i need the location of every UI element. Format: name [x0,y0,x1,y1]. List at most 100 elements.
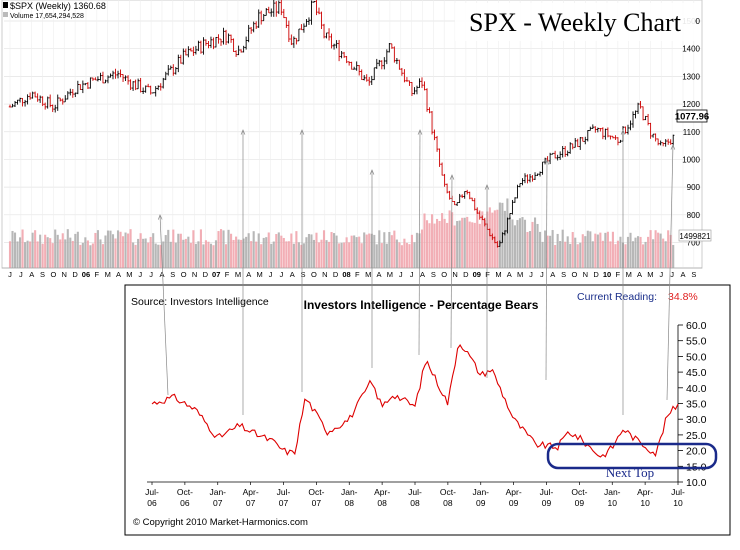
price-x-tick-label: J [149,270,153,279]
volume-bar [388,231,391,268]
bears-x-tick-label: 07 [213,498,223,508]
volume-bar [280,235,283,268]
volume-bar [626,236,630,268]
volume-bar [184,238,187,268]
price-x-tick-label: M [126,270,132,279]
volume-bar [649,230,652,268]
volume-bar [581,234,584,268]
volume-bar [330,232,333,268]
volume-bar [91,243,94,268]
volume-bar [601,240,604,268]
volume-bar [503,210,506,268]
volume-bar [569,243,572,268]
volume-bar [546,235,549,268]
volume-bar [385,243,388,268]
volume-bar [79,244,82,268]
volume-bar [149,236,152,268]
volume-bar [252,231,255,268]
volume-bar [420,229,424,268]
price-x-tick-label: M [517,270,523,279]
volume-bar [177,233,180,268]
volume-bar [403,238,406,268]
volume-bar [41,243,44,268]
price-x-tick-label: A [377,270,382,279]
volume-bar [209,243,213,268]
volume-bar [282,237,285,268]
price-x-tick-label: J [659,270,663,279]
bears-x-tick-label: Oct- [308,487,324,497]
volume-bar [373,234,376,268]
volume-bar [237,239,240,268]
volume-bar [476,209,479,268]
connector-arrowhead [670,144,676,150]
price-x-tick-label: N [322,270,327,279]
bears-x-tick-label: Apr- [374,487,390,497]
price-x-axis: J J A S O N D 06 F M A M J J A S O N D 07 F M A M J J A S O N D 08 F M A M J… [2,267,702,279]
bears-x-tick-label: 09 [476,498,486,508]
price-x-tick-label: A [246,270,251,279]
volume-bar [483,220,486,268]
source-label: Source: Investors Intelligence [131,296,269,308]
connector-line [666,144,674,401]
last-volume-tag [678,229,712,242]
volume-bar [199,229,202,268]
price-x-tick-label: N [62,270,67,279]
price-x-tick-label: M [235,270,241,279]
volume-bar [496,209,499,268]
price-x-tick-label: O [181,270,187,279]
price-x-tick-label: S [691,270,696,279]
connector-arrowhead [544,159,550,165]
volume-bar [61,233,64,268]
volume-bar [441,213,444,268]
price-x-tick-label: A [507,270,512,279]
volume-bar [526,231,529,268]
price-x-tick-label: N [192,270,197,279]
volume-bar [247,233,250,268]
volume-bar [16,241,19,268]
price-x-tick-label: S [40,270,45,279]
bears-series-line [151,343,679,458]
volume-bar [415,232,419,268]
volume-bar [116,230,120,268]
volume-bar [556,233,559,268]
bears-x-tick-label: Jul- [145,487,159,497]
price-tick-label: 800 [687,211,701,220]
price-x-tick-label: N [583,270,588,279]
bears-x-tick-label: Jul- [408,487,422,497]
price-x-tick-label: M [387,270,393,279]
connector-arrowhead [157,214,163,220]
connector-line [159,214,169,396]
price-x-tick-label: D [72,270,78,279]
volume-bar [488,207,491,268]
volume-bar [463,217,466,268]
price-x-tick-label: J [540,270,544,279]
volume-bar [86,240,89,268]
bears-plot-frame [124,284,731,536]
price-x-tick-label: F [355,270,360,279]
volume-bar [491,212,494,268]
bears-x-tick-label: Apr- [506,487,522,497]
volume-bar [446,222,449,268]
price-x-tick-label: J [8,270,12,279]
price-x-tick-label: 06 [82,270,90,279]
connector-arrowhead [369,169,375,175]
volume-bar [13,232,17,268]
connector-arrowhead [484,184,490,190]
volume-bar [69,237,72,268]
volume-bar [49,238,52,268]
volume-bar [410,234,413,268]
volume-bar [468,221,471,268]
volume-bar [142,238,145,268]
volume-bar [217,231,220,268]
bears-x-tick-label: Apr- [243,487,259,497]
price-grid [4,0,702,268]
price-tick-label: 1300 [682,72,700,81]
price-x-tick-label: D [593,270,599,279]
volume-bar [498,202,501,268]
volume-bar [114,238,117,268]
volume-bar [287,241,290,268]
volume-bar [657,232,660,268]
price-x-tick-label: A [637,270,642,279]
bears-x-tick-label: Jan- [472,487,489,497]
